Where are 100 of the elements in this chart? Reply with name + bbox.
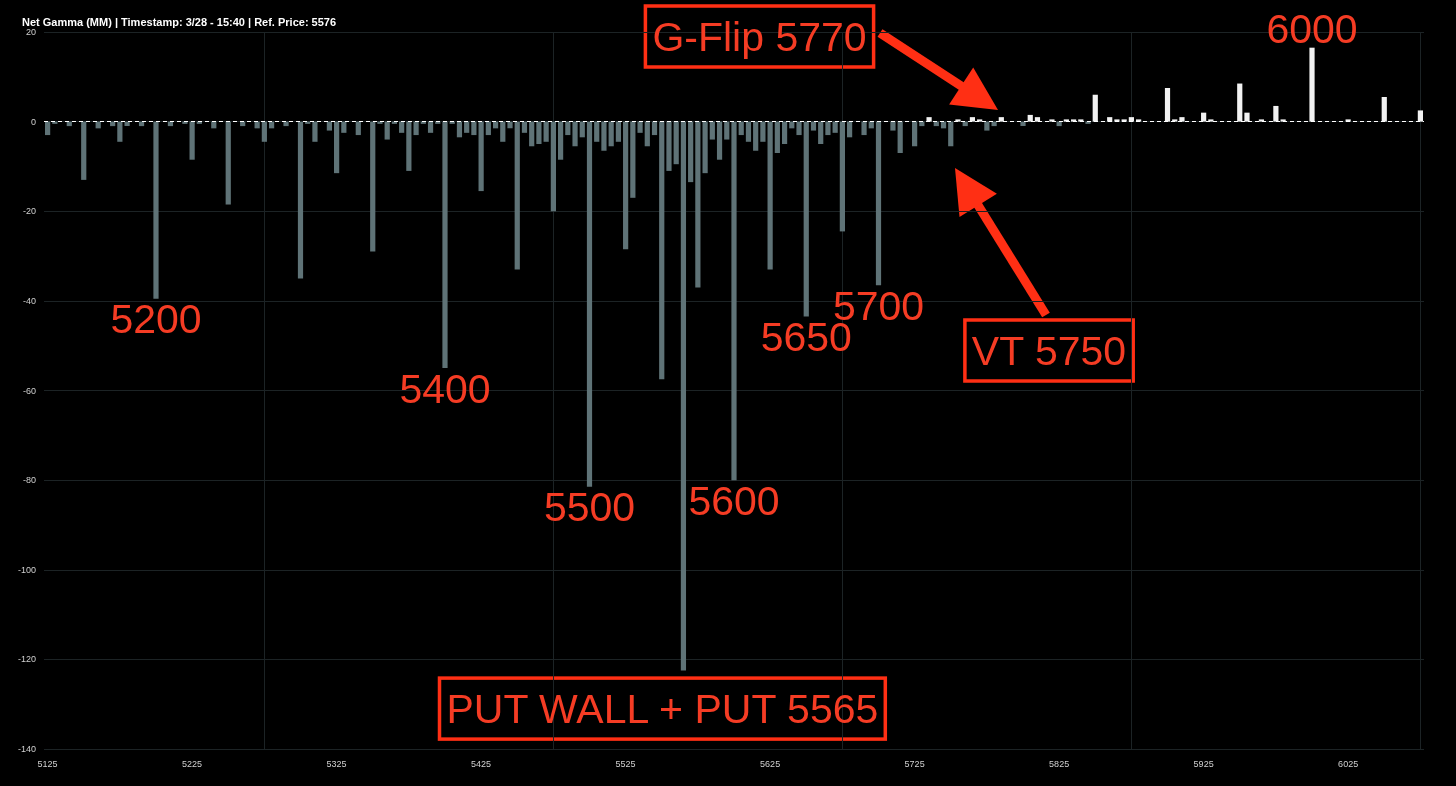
bar [615, 121, 621, 142]
bar [1201, 112, 1207, 122]
bar [558, 121, 564, 160]
bar [695, 121, 701, 288]
bar [702, 121, 708, 174]
y-tick-label: -60 [22, 385, 36, 396]
bar [825, 121, 831, 136]
bar [709, 121, 715, 140]
bar [478, 121, 484, 192]
bar [521, 121, 528, 133]
bar [485, 121, 491, 136]
bar [1417, 110, 1423, 122]
bar [189, 121, 195, 160]
bar [673, 121, 679, 165]
bar [861, 121, 867, 136]
bar [579, 121, 585, 138]
y-tick-label: -40 [22, 295, 36, 306]
bar [370, 121, 376, 252]
bar [659, 121, 665, 380]
x-tick-label: 5225 [182, 758, 203, 769]
bar [1027, 114, 1033, 122]
bar [413, 121, 419, 136]
annotation: 6000 [1266, 5, 1358, 52]
x-tick-label: 5525 [615, 758, 636, 769]
bar [1020, 121, 1026, 127]
bar [796, 121, 802, 136]
bar [601, 121, 607, 151]
bar [1309, 47, 1315, 122]
bar [666, 121, 672, 171]
bar [716, 121, 723, 160]
bar [471, 121, 477, 136]
bar [651, 121, 658, 136]
bar [514, 121, 520, 270]
bar [912, 121, 918, 147]
bar [738, 121, 744, 136]
bar [630, 121, 636, 198]
bar [767, 121, 773, 270]
bar [464, 121, 470, 133]
bar [153, 121, 159, 299]
y-tick-label: -80 [22, 475, 36, 486]
x-tick-label: 5425 [471, 758, 492, 769]
bar [81, 121, 87, 180]
bar [774, 121, 780, 153]
x-tick-label: 5125 [37, 758, 58, 769]
bar [810, 121, 817, 131]
annotation: 5500 [543, 484, 636, 531]
bar [406, 121, 412, 171]
bar [565, 121, 571, 136]
bar [1244, 112, 1250, 122]
bar [984, 121, 990, 131]
bar [890, 121, 896, 131]
bar [456, 121, 463, 138]
y-tick-label: 20 [25, 27, 36, 37]
y-tick-label: -120 [17, 654, 36, 665]
annotation: G-Flip 5770 [652, 14, 867, 61]
bar [117, 121, 123, 142]
bar [312, 121, 318, 142]
bar [688, 121, 694, 183]
bar [261, 121, 267, 142]
bar [572, 121, 578, 147]
bar [608, 121, 614, 147]
bar [644, 121, 650, 147]
bar [283, 121, 289, 127]
bar [384, 121, 390, 140]
bar [1092, 94, 1098, 122]
annotation: 5200 [110, 296, 202, 343]
bar [326, 121, 332, 131]
bar [297, 121, 304, 279]
bar [745, 121, 752, 142]
bar [731, 121, 737, 481]
y-tick-label: -100 [17, 564, 36, 575]
bar [1034, 117, 1041, 122]
bar [594, 121, 600, 142]
x-tick-label: 6025 [1338, 758, 1359, 769]
bar [355, 121, 361, 136]
x-tick-label: 5925 [1193, 758, 1214, 769]
bar [536, 121, 542, 145]
bar [637, 121, 643, 133]
y-tick-label: -20 [22, 206, 36, 217]
x-tick-label: 5725 [904, 758, 925, 769]
bar [832, 121, 838, 133]
bar [847, 121, 853, 138]
bar [529, 121, 535, 147]
annotation: 5600 [688, 477, 780, 524]
bar [124, 121, 130, 127]
bar [1164, 88, 1171, 122]
bar [341, 121, 347, 133]
annotation: VT 5750 [971, 328, 1127, 375]
x-tick-label: 5325 [326, 758, 347, 769]
bar [998, 117, 1004, 122]
chart-title: Net Gamma (MM) | Timestamp: 3/28 - 15:40 | Ref. Price: 5576 [22, 15, 337, 28]
bar [760, 121, 766, 142]
bar [839, 121, 845, 232]
bar [399, 121, 405, 133]
x-tick-label: 5825 [1049, 758, 1070, 769]
bar [803, 121, 809, 317]
bar [225, 121, 231, 205]
bar [753, 121, 759, 151]
bar [45, 121, 51, 136]
x-tick-label: 5625 [760, 758, 781, 769]
